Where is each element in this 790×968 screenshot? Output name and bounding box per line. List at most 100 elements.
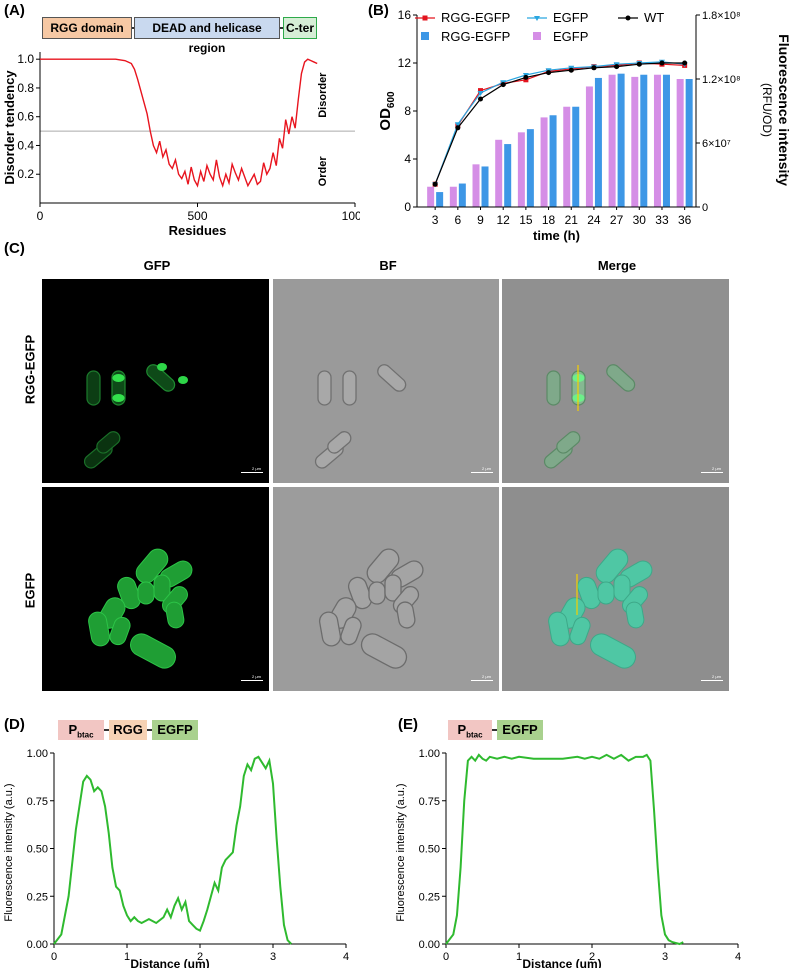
construct-connector bbox=[147, 729, 152, 731]
triangle-marker bbox=[477, 91, 484, 96]
right-axis-sublabel: (RFU/OD) bbox=[760, 83, 774, 137]
disorder-chart: 1.0 0.8 0.6 0.4 0.2 0 500 1000 Residues Disorder … bbox=[2, 52, 360, 238]
right-tick-label: 0 bbox=[702, 202, 708, 214]
x-tick-label: 3 bbox=[662, 951, 668, 963]
bar-egfp bbox=[676, 79, 684, 207]
panel-d-label: (D) bbox=[4, 716, 25, 733]
bar-egfp bbox=[631, 76, 639, 207]
left-tick-label: 12 bbox=[398, 56, 412, 70]
bar-egfp bbox=[472, 164, 480, 207]
y-tick-label: 0.25 bbox=[419, 891, 440, 903]
left-axis-label: OD600 bbox=[377, 91, 397, 131]
bar-rgg-egfp bbox=[549, 115, 557, 207]
disorder-series-line bbox=[40, 58, 318, 189]
left-tick-label: 16 bbox=[398, 8, 412, 22]
bar-egfp bbox=[585, 86, 593, 207]
x-tick-label: 500 bbox=[187, 209, 207, 223]
bar-rgg-egfp bbox=[685, 79, 693, 207]
circle-marker bbox=[523, 74, 529, 80]
x-tick-label: 27 bbox=[610, 213, 624, 227]
column-header-bf: BF bbox=[379, 258, 397, 273]
scale-bar-label: 2 μm bbox=[482, 466, 491, 471]
x-tick-label: 2 bbox=[197, 951, 203, 963]
x-tick-label: 3 bbox=[270, 951, 276, 963]
od-line-egfp bbox=[434, 61, 685, 185]
bar-rgg-egfp bbox=[526, 129, 534, 207]
triangle-marker bbox=[534, 16, 540, 21]
intensity-profile-line bbox=[53, 755, 292, 945]
micrograph-egfp-gfp: 2 μm bbox=[42, 487, 269, 691]
scale-bar bbox=[241, 472, 263, 473]
y-axis-label: Fluorescence intensity (a.u.) bbox=[3, 783, 15, 921]
column-header-merge: Merge bbox=[597, 258, 637, 273]
circle-marker bbox=[625, 15, 631, 21]
domain-box: C-ter bbox=[283, 17, 317, 39]
bar-rgg-egfp bbox=[504, 144, 512, 207]
domain-box: DEAD and helicase region bbox=[134, 17, 280, 55]
x-tick-label: 2 bbox=[589, 951, 595, 963]
legend-label: EGFP bbox=[553, 29, 588, 44]
line-profile-chart-e: 0.00 0.25 0.50 0.75 1.00 0 1 2 3 4 Distance (um) Fl… bbox=[395, 748, 741, 968]
right-tick-label: 6×10⁷ bbox=[702, 138, 731, 150]
circle-marker bbox=[432, 181, 438, 187]
x-tick-label: 12 bbox=[497, 213, 511, 227]
domain-connector bbox=[130, 27, 134, 29]
construct-part: EGFP bbox=[152, 720, 198, 740]
x-axis-label: Residues bbox=[169, 223, 227, 238]
bar-egfp bbox=[653, 74, 661, 207]
y-tick-label: 1.0 bbox=[17, 52, 34, 66]
x-tick-label: 1 bbox=[124, 951, 130, 963]
legend-swatch bbox=[421, 32, 429, 40]
legend-label: RGG-EGFP bbox=[441, 10, 510, 25]
x-tick-label: 1 bbox=[516, 951, 522, 963]
scale-bar-label: 2 μm bbox=[712, 466, 721, 471]
x-tick-label: 36 bbox=[678, 213, 692, 227]
circle-marker bbox=[568, 67, 574, 73]
left-tick-label: 8 bbox=[404, 104, 411, 118]
x-tick-label: 21 bbox=[565, 213, 579, 227]
bar-rgg-egfp bbox=[481, 166, 489, 207]
bar-egfp bbox=[563, 106, 571, 207]
construct-part: Pbtac bbox=[448, 720, 492, 740]
scale-bar bbox=[701, 472, 723, 473]
construct-part: EGFP bbox=[497, 720, 543, 740]
bar-rgg-egfp bbox=[572, 106, 580, 207]
bar-egfp bbox=[449, 186, 457, 207]
right-tick-label: 1.2×10⁸ bbox=[702, 74, 741, 86]
x-tick-label: 4 bbox=[343, 951, 349, 963]
construct-part: Pbtac bbox=[58, 720, 104, 740]
y-tick-label: 0.50 bbox=[419, 844, 440, 856]
intensity-profile-line bbox=[445, 753, 684, 946]
x-tick-label: 33 bbox=[655, 213, 669, 227]
y-tick-label: 0.50 bbox=[27, 844, 48, 856]
panel-e-label: (E) bbox=[398, 716, 418, 733]
right-tick-label: 1.8×10⁸ bbox=[702, 10, 741, 22]
domain-box: RGG domain bbox=[42, 17, 132, 39]
y-tick-label: 0.8 bbox=[17, 81, 34, 95]
scale-bar-label: 2 μm bbox=[252, 466, 261, 471]
square-marker bbox=[422, 15, 428, 21]
panel-a-label: (A) bbox=[4, 2, 25, 19]
right-axis-label: Fluorescence intensity bbox=[776, 34, 790, 186]
column-header-gfp: GFP bbox=[143, 258, 171, 273]
scale-bar bbox=[701, 680, 723, 681]
legend-label: EGFP bbox=[553, 10, 588, 25]
line-profile-chart-d: 0.00 0.25 0.50 0.75 1.00 0 1 2 3 4 Distance (um) Fl… bbox=[3, 748, 349, 968]
circle-marker bbox=[591, 65, 597, 71]
bar-rgg-egfp bbox=[662, 74, 670, 207]
od-line-wt bbox=[434, 62, 685, 185]
circle-marker bbox=[682, 60, 688, 66]
bar-egfp bbox=[495, 139, 503, 207]
x-tick-label: 15 bbox=[519, 213, 533, 227]
x-tick-label: 0 bbox=[51, 951, 57, 963]
circle-marker bbox=[500, 82, 506, 88]
circle-marker bbox=[636, 61, 642, 67]
x-tick-label: 24 bbox=[587, 213, 601, 227]
x-axis-label: Distance (um) bbox=[522, 957, 601, 968]
y-tick-label: 0.75 bbox=[27, 796, 48, 808]
square-marker bbox=[478, 88, 484, 94]
x-axis-label: Distance (um) bbox=[130, 957, 209, 968]
y-tick-label: 0.00 bbox=[27, 939, 48, 951]
y-axis-label: Disorder tendency bbox=[2, 70, 17, 185]
bar-egfp bbox=[427, 186, 435, 207]
